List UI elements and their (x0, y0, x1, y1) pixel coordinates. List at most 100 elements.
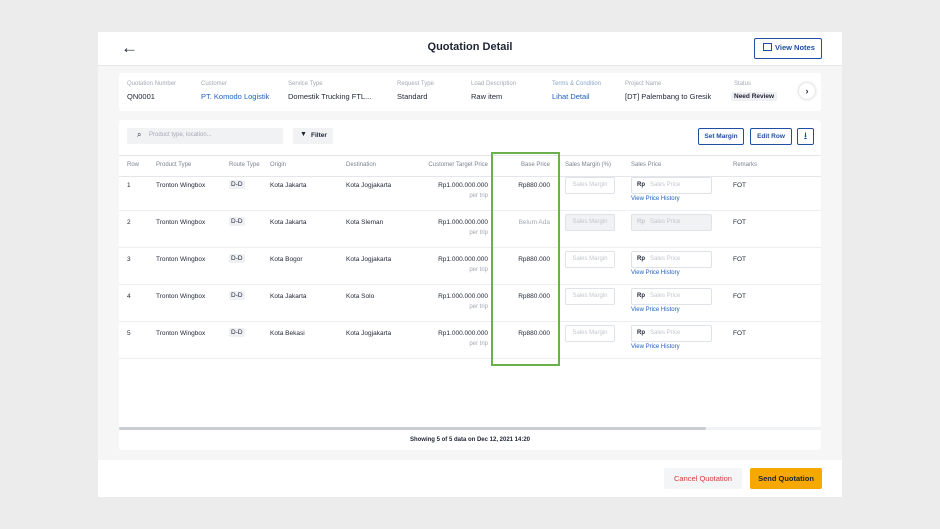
row-number: 2 (127, 219, 131, 226)
origin: Kota Jakarta (270, 293, 307, 300)
row-number: 1 (127, 182, 131, 189)
next-button[interactable]: › (799, 83, 815, 99)
cancel-button[interactable]: Cancel Quotation (664, 468, 742, 489)
product-type: Tronton Wingbox (156, 293, 206, 300)
view-notes-button[interactable]: View Notes (754, 38, 822, 59)
destination: Kota Solo (346, 293, 375, 300)
column-header: Remarks (733, 162, 758, 168)
info-value: Raw item (471, 92, 503, 101)
target-price: Rp1.000.000.000 (438, 256, 488, 263)
edit-row-button[interactable]: Edit Row (750, 128, 792, 145)
margin-placeholder: Sales Margin (572, 219, 608, 225)
filter-icon: ▼ (300, 131, 307, 138)
column-header: Customer Target Price (428, 162, 488, 168)
margin-placeholder: Sales Margin (572, 182, 608, 188)
target-unit: per trip (469, 230, 488, 236)
search-placeholder: Product type, location... (149, 132, 212, 138)
route-badge: D-D (229, 217, 245, 226)
info-label: Request Type (397, 81, 434, 87)
column-header: Row (127, 162, 140, 168)
price-placeholder: Sales Price (650, 330, 681, 336)
route-badge: D-D (229, 291, 245, 300)
remarks: FOT (733, 182, 746, 189)
row-number: 3 (127, 256, 131, 263)
margin-placeholder: Sales Margin (572, 293, 608, 299)
margin-input[interactable]: Sales Margin (565, 251, 615, 268)
column-header: Product Type (156, 162, 192, 168)
info-label: Load Description (471, 81, 517, 87)
price-history-link[interactable]: View Price History (631, 270, 680, 276)
set-margin-button[interactable]: Set Margin (698, 128, 744, 145)
remarks: FOT (733, 330, 746, 337)
info-value[interactable]: PT. Komodo Logistik (201, 92, 270, 101)
info-label: Service Type (288, 81, 323, 87)
row-divider (119, 284, 821, 285)
product-type: Tronton Wingbox (156, 330, 206, 337)
base-price: Rp880.000 (518, 182, 550, 189)
row-divider (119, 247, 821, 248)
row-divider (119, 358, 821, 359)
base-price: Rp880.000 (518, 293, 550, 300)
column-header: Origin (270, 162, 287, 168)
remarks: FOT (733, 256, 746, 263)
column-header: Route Type (229, 162, 260, 168)
origin: Kota Jakarta (270, 182, 307, 189)
product-type: Tronton Wingbox (156, 256, 206, 263)
origin: Kota Bogor (270, 256, 303, 263)
row-number: 5 (127, 330, 131, 337)
target-price: Rp1.000.000.000 (438, 219, 488, 226)
price-input[interactable]: Rp Sales Price (631, 288, 712, 305)
price-history-link[interactable]: View Price History (631, 344, 680, 350)
destination: Kota Jogjakarta (346, 256, 392, 263)
price-input[interactable]: Rp Sales Price (631, 177, 712, 194)
margin-input[interactable]: Sales Margin (565, 325, 615, 342)
info-card (119, 73, 821, 111)
row-divider (119, 321, 821, 322)
price-input[interactable]: Rp Sales Price (631, 251, 712, 268)
search-input[interactable]: ⌕ Product type, location... (127, 128, 283, 144)
info-label: Customer (201, 81, 228, 87)
price-history-link[interactable]: View Price History (631, 196, 680, 202)
view-notes-label: View Notes (775, 43, 815, 52)
column-header: Destination (346, 162, 377, 168)
price-prefix: Rp (637, 219, 645, 225)
margin-placeholder: Sales Margin (572, 330, 608, 336)
product-type: Tronton Wingbox (156, 219, 206, 226)
price-placeholder: Sales Price (650, 293, 681, 299)
margin-input[interactable]: Sales Margin (565, 288, 615, 305)
note-icon (763, 43, 772, 51)
target-unit: per trip (469, 267, 488, 273)
margin-input: Sales Margin (565, 214, 615, 231)
destination: Kota Jogjakarta (346, 330, 392, 337)
scrollbar-thumb (119, 427, 706, 430)
price-prefix: Rp (637, 293, 645, 299)
info-value: Domestik Trucking FTL... (288, 92, 372, 101)
info-value: Standard (397, 92, 428, 101)
price-history-link[interactable]: View Price History (631, 307, 680, 313)
column-header: Base Price (520, 162, 550, 168)
table-header-border (119, 155, 821, 177)
remarks: FOT (733, 293, 746, 300)
page-title: Quotation Detail (427, 41, 513, 53)
search-icon: ⌕ (137, 130, 142, 139)
destination: Kota Sleman (346, 219, 384, 226)
price-placeholder: Sales Price (650, 182, 681, 188)
margin-input[interactable]: Sales Margin (565, 177, 615, 194)
price-prefix: Rp (637, 330, 645, 336)
filter-button[interactable]: ▼ Filter (293, 128, 333, 144)
margin-placeholder: Sales Margin (572, 256, 608, 262)
send-button[interactable]: Send Quotation (750, 468, 822, 489)
info-label: Quotation Number (127, 81, 177, 87)
back-arrow[interactable]: ← (121, 38, 138, 57)
info-value[interactable]: Lihat Detail (552, 92, 590, 101)
price-prefix: Rp (637, 256, 645, 262)
base-price: Belum Ada (518, 219, 550, 226)
price-input[interactable]: Rp Sales Price (631, 325, 712, 342)
row-number: 4 (127, 293, 131, 300)
target-unit: per trip (469, 304, 488, 310)
status-badge: Need Review (731, 92, 778, 101)
download-button[interactable]: ⭳ (797, 128, 814, 145)
price-input: Rp Sales Price (631, 214, 712, 231)
table-card (119, 120, 821, 450)
